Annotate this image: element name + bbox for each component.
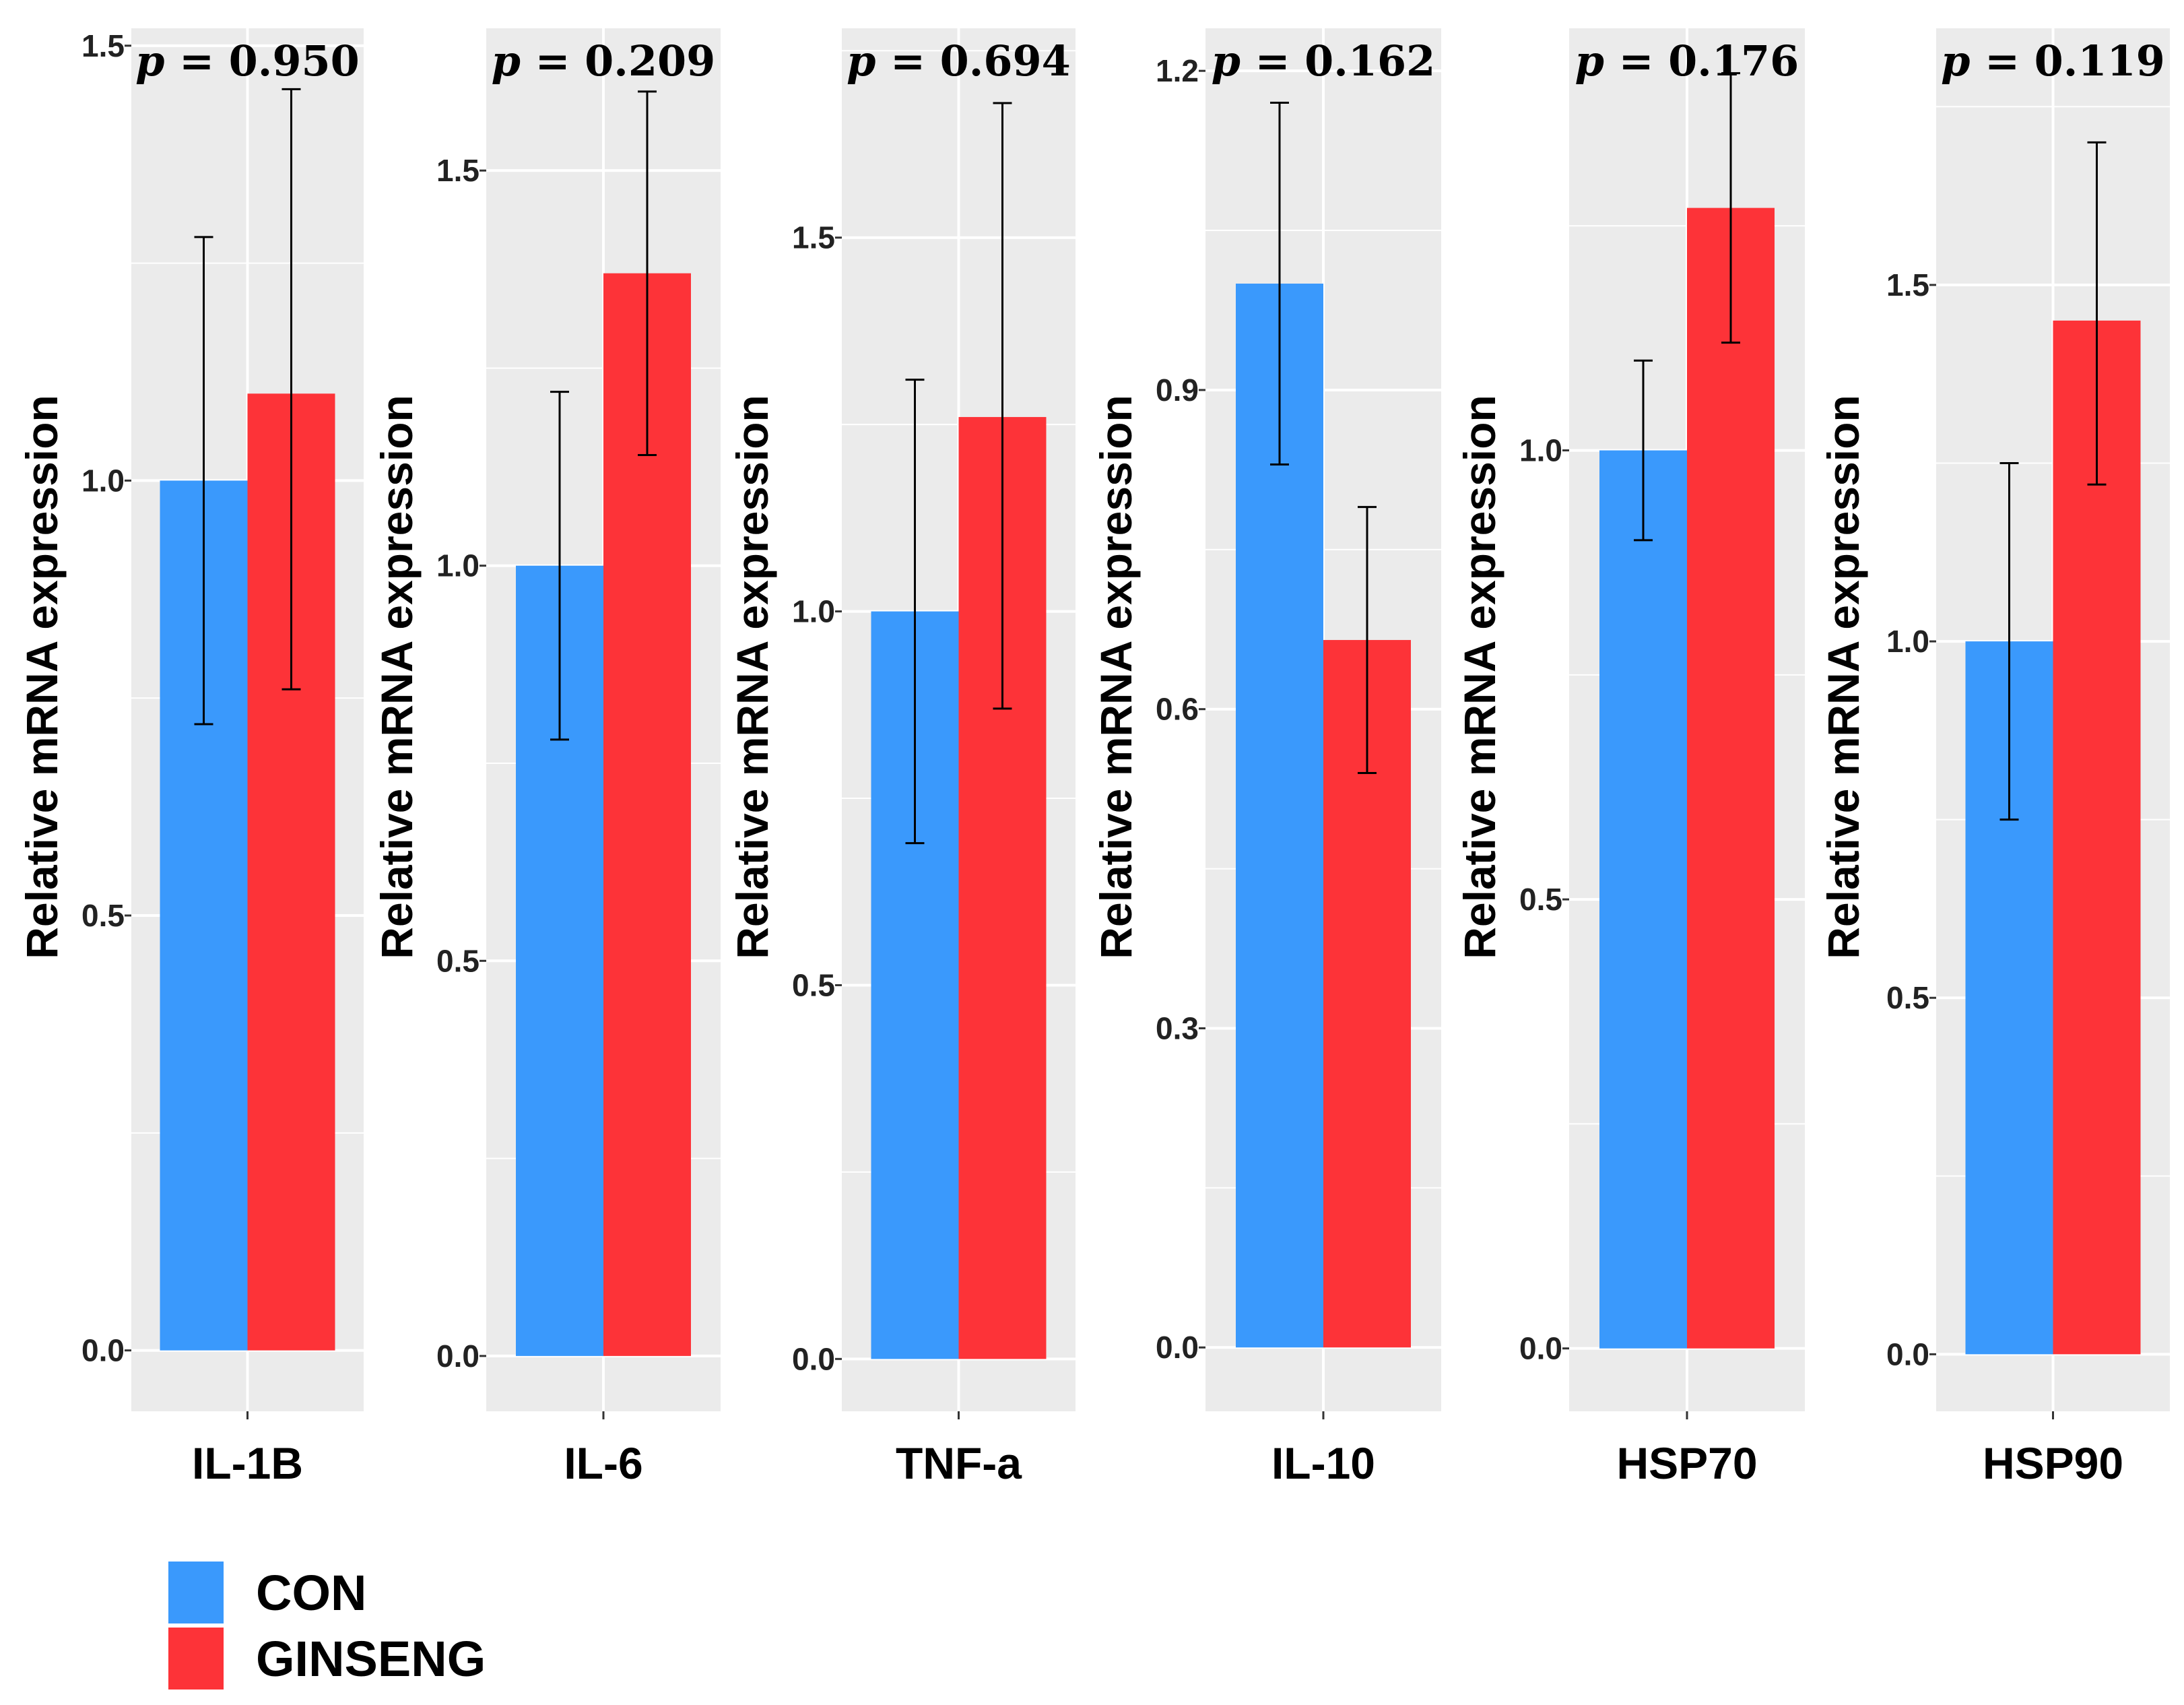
x-category-label: HSP90 <box>1983 1438 2123 1488</box>
y-tick-label: 1.0 <box>81 463 125 498</box>
p-value-label: p = 0.119 <box>1941 36 2165 86</box>
p-symbol: p <box>1575 36 1604 86</box>
panel-il-1b: 0.0 0.5 1.0 1.5 IL-1B Relative mRNA expressio… <box>17 28 364 1488</box>
x-category-label: IL-1B <box>192 1438 303 1488</box>
legend-label-con: CON <box>256 1565 366 1621</box>
p-symbol: p <box>1212 36 1240 86</box>
y-axis-title: Relative mRNA expression <box>727 395 777 959</box>
y-axis-title: Relative mRNA expression <box>1455 395 1504 959</box>
y-tick-label: 0.0 <box>1519 1331 1562 1366</box>
error-bar-ginseng <box>1358 506 1377 774</box>
y-tick-label: 0.0 <box>81 1333 125 1368</box>
y-axis-title: Relative mRNA expression <box>1818 395 1868 959</box>
bar-ginseng <box>1687 207 1775 1349</box>
y-axis-title: Relative mRNA expression <box>372 395 422 959</box>
y-tick-label: 1.2 <box>1156 53 1199 88</box>
error-bar-con <box>1999 462 2019 821</box>
error-bar-ginseng <box>993 102 1012 710</box>
bar-ginseng <box>2053 320 2141 1355</box>
p-symbol: p <box>847 36 875 86</box>
bar-con <box>1599 450 1687 1349</box>
legend: CON GINSENG <box>168 1562 486 1690</box>
p-value: 0.119 <box>2034 36 2165 86</box>
y-tick-label: 0.0 <box>436 1339 479 1374</box>
panel-hsp90: 0.0 0.5 1.0 1.5 HSP90 Relative mRNA expressio… <box>1818 28 2170 1488</box>
error-bar-ginseng <box>638 90 657 456</box>
p-symbol: p <box>492 36 521 86</box>
y-axis-title: Relative mRNA expression <box>1091 395 1141 959</box>
p-equals: = <box>165 36 229 86</box>
y-tick-label: 0.5 <box>792 967 835 1002</box>
p-equals: = <box>1971 36 2034 86</box>
error-bar-ginseng <box>282 88 301 690</box>
y-tick-label: 1.0 <box>436 548 479 583</box>
y-axis-title: Relative mRNA expression <box>17 395 67 959</box>
y-tick-label: 1.0 <box>792 594 835 629</box>
y-tick-label: 1.0 <box>1519 433 1562 468</box>
p-value: 0.162 <box>1304 36 1435 86</box>
y-tick-label: 0.3 <box>1156 1010 1199 1045</box>
error-bar-con <box>550 391 569 741</box>
y-tick-label: 1.5 <box>792 220 835 255</box>
error-bar-con <box>1270 102 1289 465</box>
p-value: 0.694 <box>940 36 1071 86</box>
y-tick-label: 0.0 <box>792 1341 835 1376</box>
error-bar-ginseng <box>2087 141 2107 486</box>
error-bar-ginseng <box>1721 72 1740 344</box>
p-symbol: p <box>135 36 164 86</box>
y-tick-label: 1.5 <box>436 153 479 188</box>
y-tick-label: 0.9 <box>1156 373 1199 408</box>
y-tick-label: 0.0 <box>1156 1330 1199 1365</box>
p-symbol: p <box>1941 36 1970 86</box>
x-category-label: HSP70 <box>1616 1438 1757 1488</box>
p-equals: = <box>521 36 585 86</box>
p-equals: = <box>876 36 940 86</box>
y-tick-label: 1.0 <box>1886 624 1929 659</box>
y-tick-label: 1.5 <box>1886 267 1929 302</box>
p-value-label: p = 0.950 <box>135 36 360 86</box>
x-category-label: IL-6 <box>564 1438 642 1488</box>
y-tick-label: 0.0 <box>1886 1337 1929 1372</box>
x-category-label: IL-10 <box>1271 1438 1375 1488</box>
y-tick-label: 0.6 <box>1156 692 1199 727</box>
legend-label-ginseng: GINSENG <box>256 1631 486 1687</box>
p-value-label: p = 0.694 <box>847 36 1071 86</box>
panel-hsp70: 0.0 0.5 1.0 HSP70 Relative mRNA expression p … <box>1455 28 1805 1488</box>
y-tick-label: 0.5 <box>436 943 479 978</box>
legend-swatch-ginseng <box>168 1628 224 1690</box>
p-equals: = <box>1240 36 1304 86</box>
legend-swatch-con <box>168 1562 224 1623</box>
p-value-label: p = 0.162 <box>1212 36 1436 86</box>
p-equals: = <box>1604 36 1668 86</box>
y-tick-label: 1.5 <box>81 28 125 63</box>
p-value-label: p = 0.176 <box>1575 36 1799 86</box>
p-value: 0.950 <box>229 36 360 86</box>
panel-il-6: 0.0 0.5 1.0 1.5 IL-6 Relative mRNA expression… <box>372 28 721 1488</box>
x-category-label: TNF-a <box>896 1438 1022 1488</box>
panel-tnf-a: 0.0 0.5 1.0 1.5 TNF-a Relative mRNA expressio… <box>727 28 1076 1488</box>
error-bar-con <box>905 379 925 845</box>
y-tick-label: 0.5 <box>1519 882 1562 917</box>
p-value: 0.176 <box>1668 36 1799 86</box>
error-bar-con <box>1634 359 1653 542</box>
p-value: 0.209 <box>585 36 715 86</box>
error-bar-con <box>194 236 213 726</box>
y-tick-label: 0.5 <box>1886 980 1929 1015</box>
panel-il-10: 0.0 0.3 0.6 0.9 1.2 IL-10 Relative mRNA expres… <box>1091 28 1441 1488</box>
p-value-label: p = 0.209 <box>492 36 716 86</box>
y-tick-label: 0.5 <box>81 898 125 933</box>
